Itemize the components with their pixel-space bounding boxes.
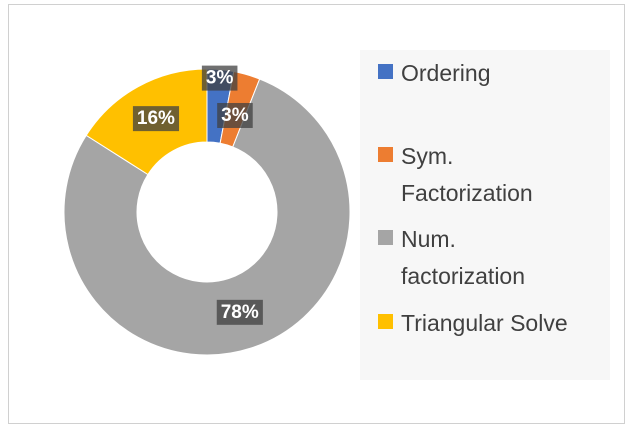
data-label-box (216, 299, 263, 325)
data-label-text: 16% (137, 108, 175, 129)
data-label: 3% (201, 65, 238, 91)
donut-slice (63, 78, 351, 356)
data-label-box (132, 106, 180, 132)
data-label: 78% (216, 299, 263, 325)
legend-swatch (378, 314, 393, 329)
legend-item: Sym. Factorization (378, 138, 533, 212)
legend-item: Triangular Solve (378, 305, 568, 342)
data-label: 16% (132, 106, 180, 132)
legend-label: Ordering (401, 60, 491, 86)
legend-label: Sym. Factorization (401, 143, 533, 206)
data-label: 3% (217, 102, 253, 128)
legend-item: Num. factorization (378, 221, 525, 295)
legend-label: Triangular Solve (401, 310, 568, 336)
legend-swatch (378, 147, 393, 162)
legend-swatch (378, 64, 393, 79)
data-label-text: 78% (221, 302, 259, 323)
data-label-box (201, 65, 238, 91)
data-label-text: 3% (221, 105, 249, 126)
data-label-box (217, 102, 253, 128)
legend-item: Ordering (378, 55, 490, 92)
chart-frame (8, 4, 625, 424)
legend: Ordering Sym. Factorization Num. factoriza… (360, 50, 610, 380)
legend-label: Num. factorization (401, 226, 526, 289)
legend-swatch (378, 230, 393, 245)
data-label-text: 3% (206, 68, 234, 89)
